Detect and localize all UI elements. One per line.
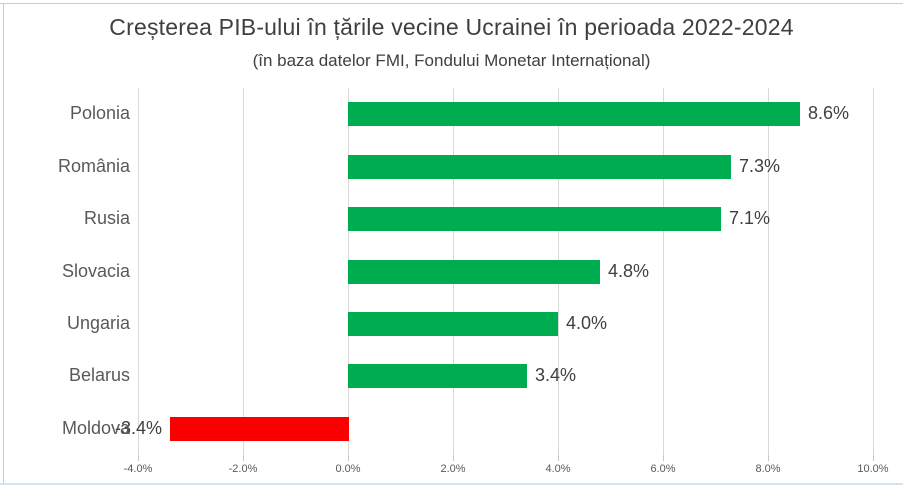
bar-ungaria [348, 312, 558, 336]
bar-value-label-slovacia: 4.8% [608, 261, 650, 281]
bar-value-label-belarus: 3.4% [535, 365, 577, 385]
x-axis-tickmark [873, 455, 874, 461]
frame-top-border [0, 3, 903, 4]
x-axis-tickmark [663, 455, 664, 461]
x-axis-tickmark [453, 455, 454, 461]
bar-value-label-ungaria: 4.0% [566, 313, 608, 333]
bar-belarus [348, 364, 527, 388]
x-axis-tick-label: -4.0% [123, 463, 153, 475]
x-axis-tickmark [138, 455, 139, 461]
chart-title: Creșterea PIB-ului în țările vecine Ucra… [109, 14, 794, 40]
x-axis-tick-label: 0.0% [335, 463, 361, 475]
category-label-moldova: Moldova [61, 418, 130, 438]
x-axis-tick-label: 6.0% [650, 463, 676, 475]
category-label-ungaria: Ungaria [66, 313, 130, 333]
bar-moldova [170, 417, 349, 441]
chart-subtitle: (în baza datelor FMI, Fondului Monetar I… [252, 51, 651, 70]
bar-value-label-moldova: -3.4% [114, 418, 162, 438]
x-axis-tick-label: -2.0% [228, 463, 258, 475]
x-axis-tick-label: 8.0% [755, 463, 781, 475]
x-axis-tickmark [558, 455, 559, 461]
gridline [138, 88, 139, 455]
category-label-slovacia: Slovacia [61, 261, 130, 281]
category-label-rusia: Rusia [83, 208, 130, 228]
gridline [768, 88, 769, 455]
bar-value-label-rusia: 7.1% [729, 208, 771, 228]
x-axis-tick-label: 10.0% [857, 463, 889, 475]
x-axis-tickmark [348, 455, 349, 461]
frame-bottom-border [0, 483, 903, 485]
bar-value-label-romania: 7.3% [739, 156, 781, 176]
bar-value-label-polonia: 8.6% [808, 103, 850, 123]
bar-slovacia [348, 260, 600, 284]
bar-polonia [348, 102, 800, 126]
gridline [243, 88, 244, 455]
bar-rusia [348, 207, 721, 231]
category-label-polonia: Polonia [69, 103, 130, 123]
category-label-romania: România [57, 156, 130, 176]
x-axis-tick-label: 2.0% [440, 463, 466, 475]
frame-left-border [3, 3, 4, 483]
x-axis-tickmark [768, 455, 769, 461]
bar-romania [348, 155, 731, 179]
gridline [873, 88, 874, 455]
x-axis-tickmark [243, 455, 244, 461]
category-label-belarus: Belarus [68, 365, 130, 385]
gridline [663, 88, 664, 455]
x-axis-tick-label: 4.0% [545, 463, 571, 475]
